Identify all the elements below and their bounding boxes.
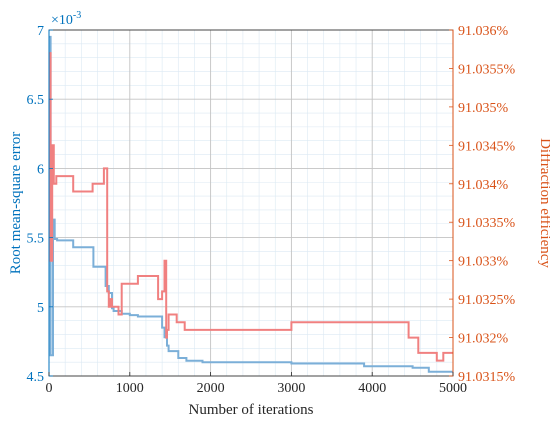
efficiency-series-line (49, 52, 453, 362)
left-tick-label: 4.5 (27, 370, 45, 385)
series-layer (49, 35, 453, 373)
left-ticks: 4.5 5 5.5 6 6.5 7 (27, 24, 53, 385)
left-axis-exponent-power: -3 (73, 10, 81, 21)
x-tick-label: 1000 (116, 381, 144, 396)
right-ticks: 91.0315% 91.032% 91.0325% 91.033% 91.0335% 91… (449, 24, 516, 385)
rmse-series-line (49, 35, 453, 373)
x-tick-label: 0 (46, 381, 53, 396)
x-tick-label: 2000 (197, 381, 225, 396)
x-tick-label: 3000 (277, 381, 305, 396)
right-tick-label: 91.0315% (458, 370, 516, 385)
right-tick-label: 91.035% (458, 101, 509, 116)
x-axis-label: Number of iterations (189, 402, 314, 418)
right-tick-label: 91.0325% (458, 293, 516, 308)
left-tick-label: 5 (37, 301, 44, 316)
right-tick-label: 91.0355% (458, 62, 516, 77)
plot-area (49, 30, 453, 376)
x-ticks: 0 1000 2000 3000 4000 5000 (46, 372, 467, 396)
x-tick-label: 4000 (358, 381, 386, 396)
left-tick-label: 5.5 (27, 232, 45, 247)
right-tick-label: 91.0335% (458, 216, 516, 231)
right-tick-label: 91.034% (458, 178, 509, 193)
left-axis-exponent: ×10-3 (51, 10, 81, 28)
minor-grid (49, 30, 453, 376)
right-axis-label: Diffraction efficiency (537, 138, 550, 268)
left-axis-label: Root mean-square error (8, 132, 24, 274)
right-tick-label: 91.032% (458, 332, 509, 347)
right-tick-label: 91.036% (458, 24, 509, 39)
left-tick-label: 6 (37, 162, 44, 177)
right-tick-label: 91.0345% (458, 139, 516, 154)
left-axis-exponent-base: ×10 (51, 13, 73, 28)
left-tick-label: 6.5 (27, 93, 45, 108)
x-tick-label: 5000 (439, 381, 467, 396)
left-tick-label: 7 (37, 24, 44, 39)
right-tick-label: 91.033% (458, 255, 509, 270)
